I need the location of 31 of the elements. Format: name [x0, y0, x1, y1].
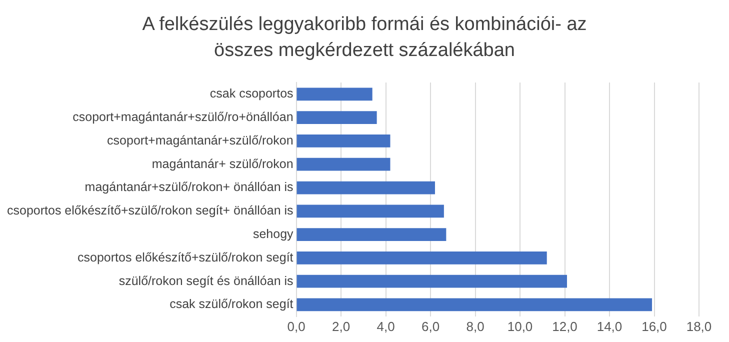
- x-tick-label: 14,0: [596, 318, 622, 334]
- bar: [296, 134, 390, 148]
- bar: [296, 228, 446, 241]
- bar: [296, 181, 435, 194]
- y-tick-label: csoportos előkészítő+szülő/rokon segít: [78, 250, 294, 264]
- x-tick-label: 6,0: [421, 318, 440, 334]
- x-tick-label: 4,0: [376, 318, 395, 334]
- bar: [296, 204, 444, 218]
- y-tick-label: csak szülő/rokon segít: [170, 297, 294, 312]
- y-tick-label: szülő/rokon segít és önállóan is: [118, 274, 294, 288]
- chart-title: A felkészülés leggyakoribb formái és kombinációi- az összes megkérdezett százalékában: [141, 13, 588, 63]
- bar: [296, 111, 377, 124]
- y-tick-label: magántanár+szülő/rokon+ önállóan is: [84, 180, 294, 194]
- x-tick-label: 2,0: [332, 318, 350, 334]
- bar: [296, 251, 547, 264]
- bar: [296, 298, 652, 312]
- y-tick-label: magántanár+ szülő/rokon: [152, 156, 294, 171]
- y-tick-label: csak csoportos: [210, 86, 294, 101]
- y-tick-label: csoport+magántanár+szülő/ro+önállóan: [72, 110, 294, 124]
- bar: [296, 274, 567, 288]
- y-tick-label: sehogy: [252, 226, 294, 241]
- bar: [296, 88, 372, 101]
- y-tick-label: csoport+magántanár+szülő/rokon: [107, 133, 294, 148]
- y-tick-label: csoportos előkészítő+szülő/rokon segít+ önállóan is: [7, 204, 294, 218]
- x-tick-label: 12,0: [552, 318, 578, 334]
- x-tick-label: 0,0: [287, 318, 306, 334]
- bar: [296, 158, 390, 171]
- x-tick-label: 8,0: [466, 318, 484, 334]
- x-tick-label: 16,0: [642, 318, 667, 334]
- x-tick-label: 10,0: [507, 318, 533, 334]
- x-tick-label: 18,0: [686, 318, 712, 334]
